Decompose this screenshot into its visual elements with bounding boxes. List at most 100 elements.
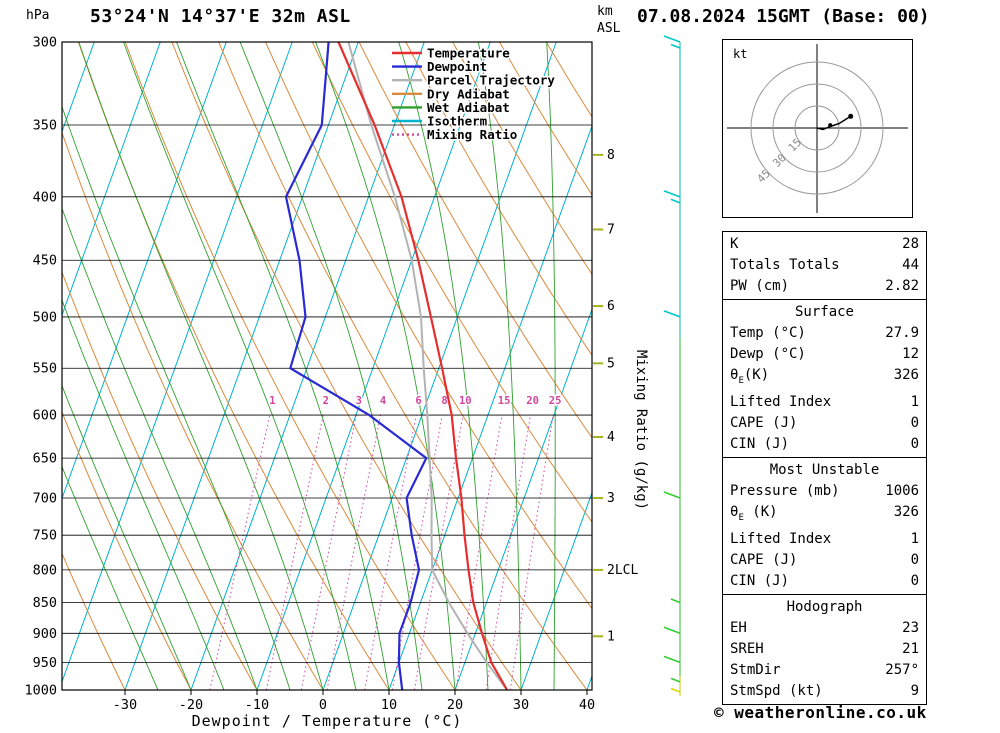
table-row: CIN (J) 0	[723, 434, 926, 455]
table-row-value: 0	[910, 435, 919, 452]
legend-label: Mixing Ratio	[427, 127, 517, 142]
table-row: θE (K) 326	[723, 502, 926, 529]
table-row-value: 21	[902, 640, 919, 657]
hodograph-ring	[772, 83, 862, 173]
legend-label: Dry Adiabat	[427, 86, 510, 101]
copyright-credit: © weatheronline.co.uk	[714, 703, 927, 722]
table-row-label: θE(K)	[730, 367, 770, 386]
datetime-label: 07.08.2024 15GMT (Base: 00)	[637, 6, 930, 27]
table-row-label: Totals Totals	[730, 257, 840, 273]
table-row: Lifted Index 1	[723, 392, 926, 413]
hodograph-ring-label: 30	[770, 151, 789, 170]
svg-text:20: 20	[447, 697, 463, 713]
temp-tick-labels: -30 -20 -10 0 10 20 30 40	[113, 690, 595, 713]
table-row-label: Dewp (°C)	[730, 346, 806, 362]
wind-barb	[670, 687, 681, 693]
isotherm-lines	[62, 42, 592, 690]
svg-text:-20: -20	[179, 697, 203, 713]
table-row-value: 0	[910, 572, 919, 589]
hodograph-trace-end	[848, 113, 854, 119]
table-row-value: 326	[893, 367, 919, 383]
wind-barb	[663, 35, 681, 49]
km-axis: 1 2LCL 3 4 5 6 7 8	[593, 148, 638, 644]
table-row: CIN (J) 0	[723, 571, 926, 592]
svg-text:450: 450	[33, 253, 57, 269]
pressure-unit-label: hPa	[26, 8, 50, 23]
svg-text:6: 6	[415, 395, 421, 407]
wind-barb	[663, 190, 681, 204]
svg-text:1: 1	[607, 629, 615, 644]
svg-text:850: 850	[33, 595, 57, 611]
table-row: Pressure (mb) 1006	[723, 481, 926, 502]
table-row-value: 326	[893, 503, 919, 520]
storm-motion-marker	[828, 123, 833, 128]
svg-text:7: 7	[607, 222, 615, 237]
table-row-label: CAPE (J)	[730, 551, 798, 568]
table-row-label: Temp (°C)	[730, 325, 806, 341]
table-section: K 28 Totals Totals 44 PW (cm) 2.82	[723, 232, 926, 299]
table-row-label: PW (cm)	[730, 278, 790, 294]
table-row: Temp (°C) 27.9	[723, 323, 926, 344]
svg-text:3: 3	[356, 395, 362, 407]
wind-barb	[663, 491, 681, 499]
reference-lines	[62, 42, 592, 690]
hodograph-ring	[750, 61, 884, 195]
table-row-label: CIN (J)	[730, 435, 790, 452]
svg-text:15: 15	[498, 395, 511, 407]
table-row: PW (cm) 2.82	[723, 276, 926, 297]
svg-text:800: 800	[33, 562, 57, 578]
svg-text:8: 8	[607, 148, 615, 163]
table-row: K 28	[723, 234, 926, 255]
wind-barb	[663, 626, 681, 635]
table-section-title: Hodograph	[786, 598, 863, 615]
wind-barb	[670, 677, 681, 683]
svg-text:300: 300	[33, 35, 57, 51]
dewpoint-curve	[284, 41, 428, 691]
mixing-ratio-axis-label: Mixing Ratio (g/kg)	[633, 350, 649, 510]
table-row-value: 23	[902, 619, 919, 636]
x-axis-title: Dewpoint / Temperature (°C)	[192, 712, 463, 730]
table-row: StmSpd (kt) 9	[723, 681, 926, 702]
hodograph-unit-label: kt	[733, 47, 747, 61]
svg-text:10: 10	[381, 697, 397, 713]
svg-text:1000: 1000	[24, 683, 57, 699]
table-row-label: Pressure (mb)	[730, 482, 840, 499]
table-row-label: SREH	[730, 640, 764, 657]
skewt-diagram: km ASL Dewpoint / Temperature (°C) Mixin…	[24, 4, 681, 730]
table-row-label: EH	[730, 619, 747, 636]
legend-label: Isotherm	[427, 114, 488, 129]
table-section: Surface Temp (°C) 27.9 Dewp (°C) 12 θE(K) 326 L…	[723, 299, 926, 457]
table-section: Hodograph EH 23 SREH 21 StmDir 257° StmSpd (kt)…	[723, 593, 926, 704]
svg-text:2LCL: 2LCL	[607, 563, 638, 578]
table-row: Totals Totals 44	[723, 255, 926, 276]
svg-text:350: 350	[33, 117, 57, 133]
table-row-value: 44	[902, 257, 919, 273]
svg-text:40: 40	[579, 697, 595, 713]
table-row-label: Lifted Index	[730, 393, 832, 410]
sounding-curves	[284, 41, 509, 691]
svg-text:1: 1	[269, 395, 275, 407]
svg-text:600: 600	[33, 408, 57, 424]
table-row-label: K	[730, 236, 739, 252]
svg-text:3: 3	[607, 491, 615, 506]
table-row-value: 0	[910, 414, 919, 431]
table-row-label: StmDir	[730, 661, 781, 678]
table-row-value: 12	[902, 346, 919, 362]
table-row-value: 0	[910, 551, 919, 568]
svg-text:-30: -30	[113, 697, 137, 713]
km-axis-unit: km	[597, 4, 613, 19]
table-row-value: 9	[910, 682, 919, 699]
svg-text:25: 25	[549, 395, 562, 407]
wind-barb	[670, 598, 681, 604]
table-row: Dewp (°C) 12	[723, 344, 926, 365]
pressure-tick-labels: 300 350 400 450 500 550 600 650 700 750 800 850 900 9…	[24, 35, 57, 699]
wind-barb	[663, 655, 681, 664]
svg-text:4: 4	[380, 395, 386, 407]
plot-border	[61, 41, 593, 691]
svg-text:950: 950	[33, 655, 57, 671]
table-row: Lifted Index 1	[723, 529, 926, 550]
svg-text:10: 10	[459, 395, 472, 407]
